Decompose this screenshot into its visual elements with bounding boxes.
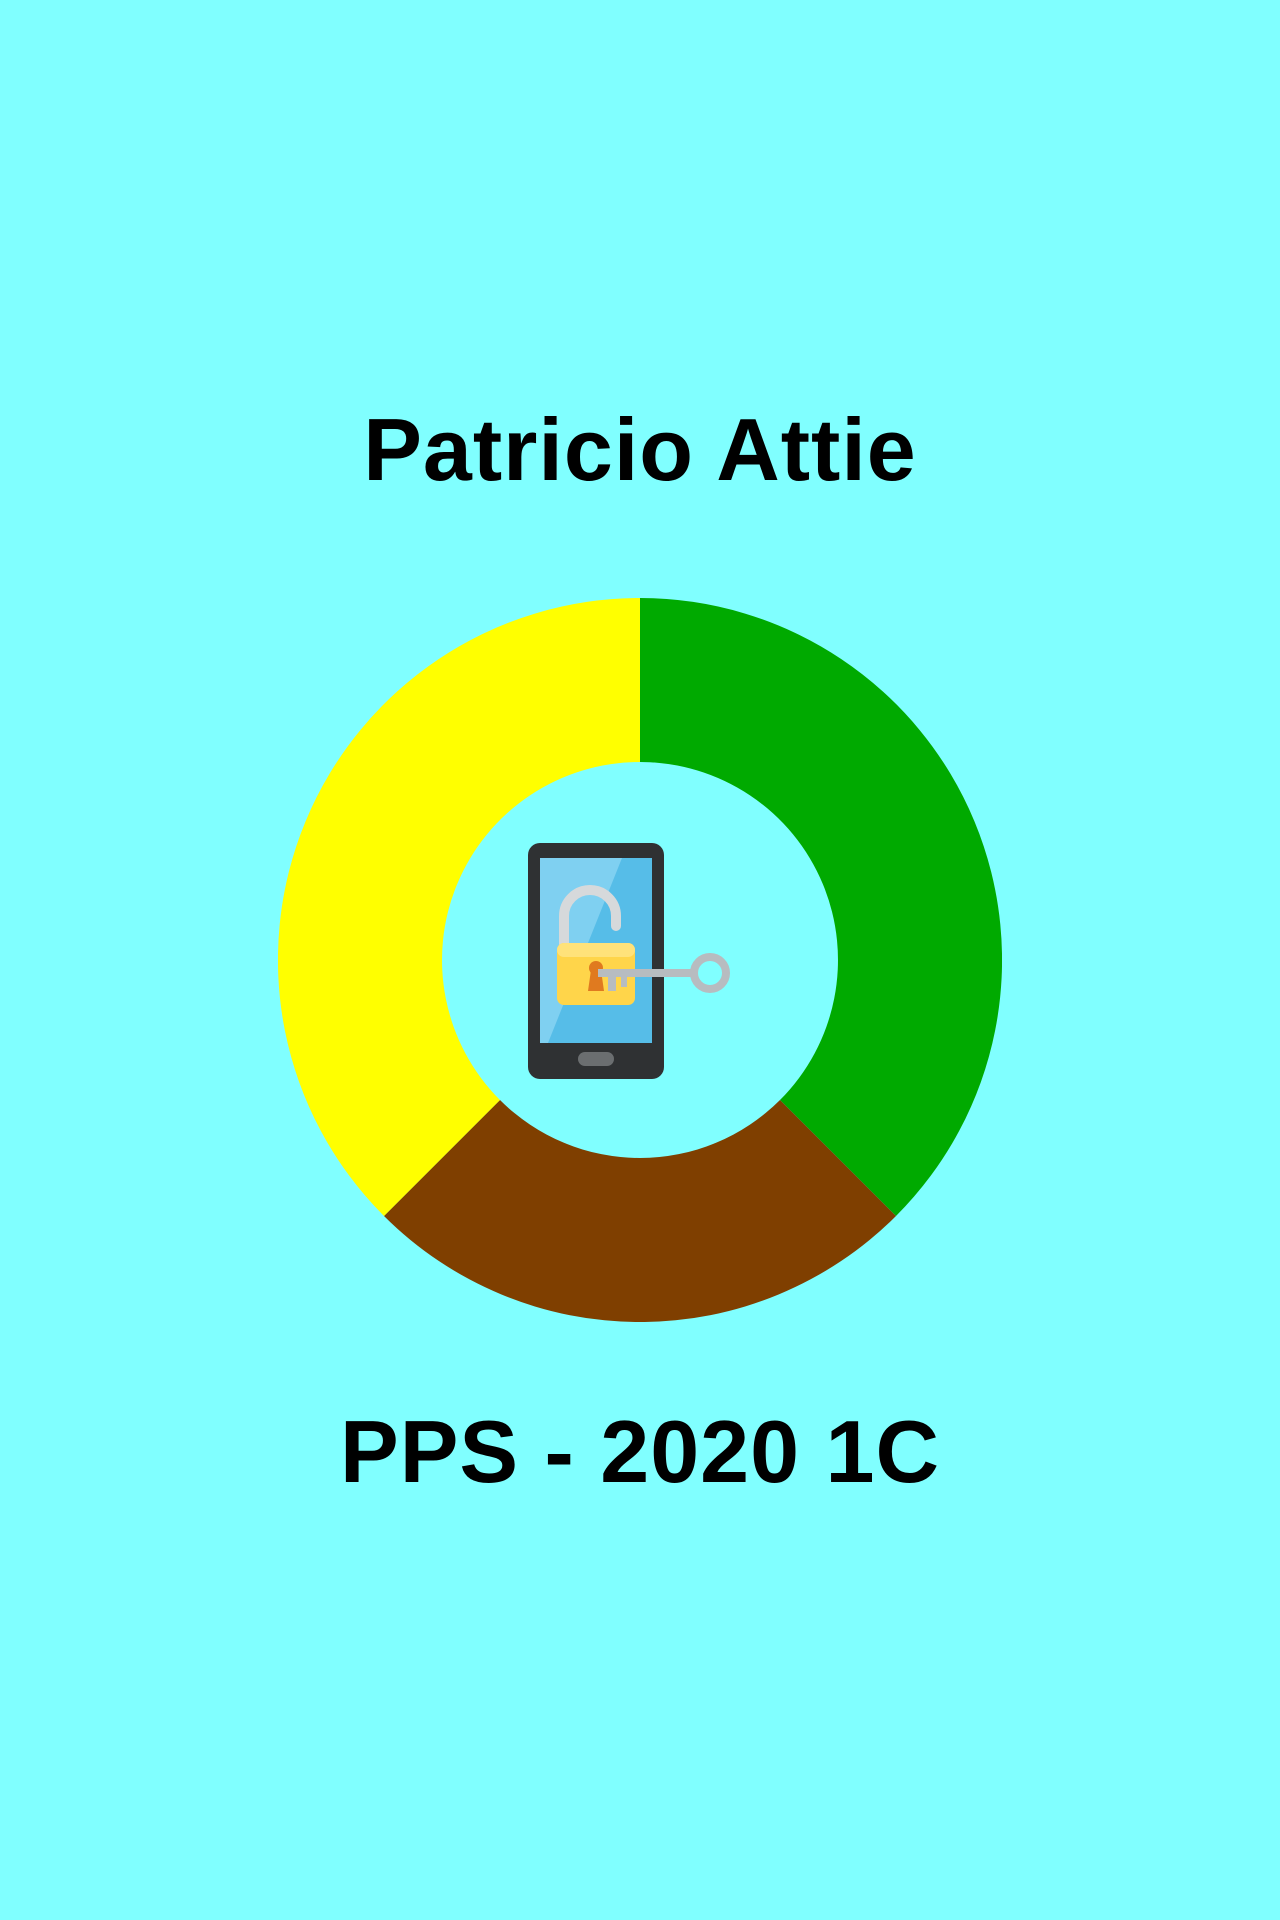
course-label: PPS - 2020 1C xyxy=(340,1402,940,1501)
ring-segment-left xyxy=(278,598,640,1216)
ring-segment-right xyxy=(640,598,1002,1216)
logo-graphic xyxy=(278,598,1002,1322)
app-name-title: Patricio Attie xyxy=(363,400,917,499)
app-logo xyxy=(278,598,1002,1322)
phone-unlock-icon xyxy=(528,843,730,1079)
ring-segment-bottom xyxy=(384,1100,896,1322)
